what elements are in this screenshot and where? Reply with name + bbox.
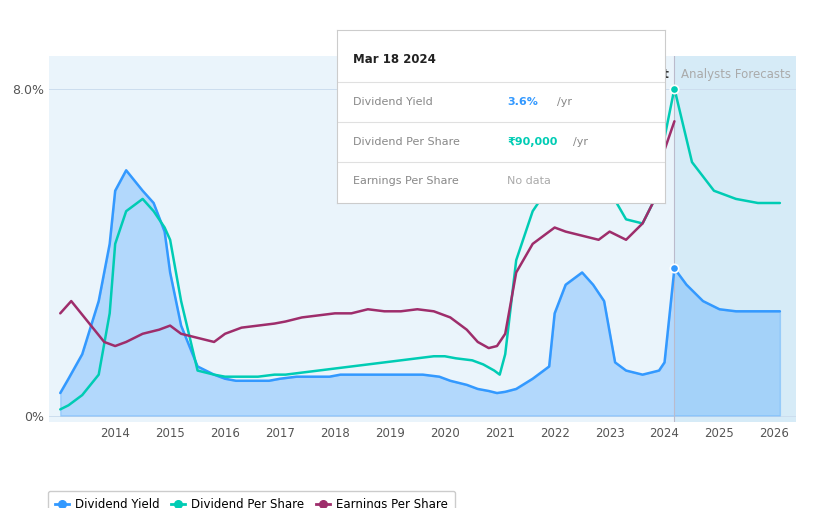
Legend: Dividend Yield, Dividend Per Share, Earnings Per Share: Dividend Yield, Dividend Per Share, Earn… [48,491,456,508]
Text: /yr: /yr [573,137,588,147]
Text: Earnings Per Share: Earnings Per Share [353,176,459,186]
Text: Dividend Per Share: Dividend Per Share [353,137,460,147]
Text: 3.6%: 3.6% [507,97,539,107]
Text: /yr: /yr [557,97,571,107]
Text: No data: No data [507,176,551,186]
Text: Analysts Forecasts: Analysts Forecasts [681,68,791,81]
Text: Mar 18 2024: Mar 18 2024 [353,53,436,66]
Text: Past: Past [641,68,670,81]
Text: Dividend Yield: Dividend Yield [353,97,433,107]
Bar [674,56,796,422]
Text: ₹90,000: ₹90,000 [507,137,557,147]
